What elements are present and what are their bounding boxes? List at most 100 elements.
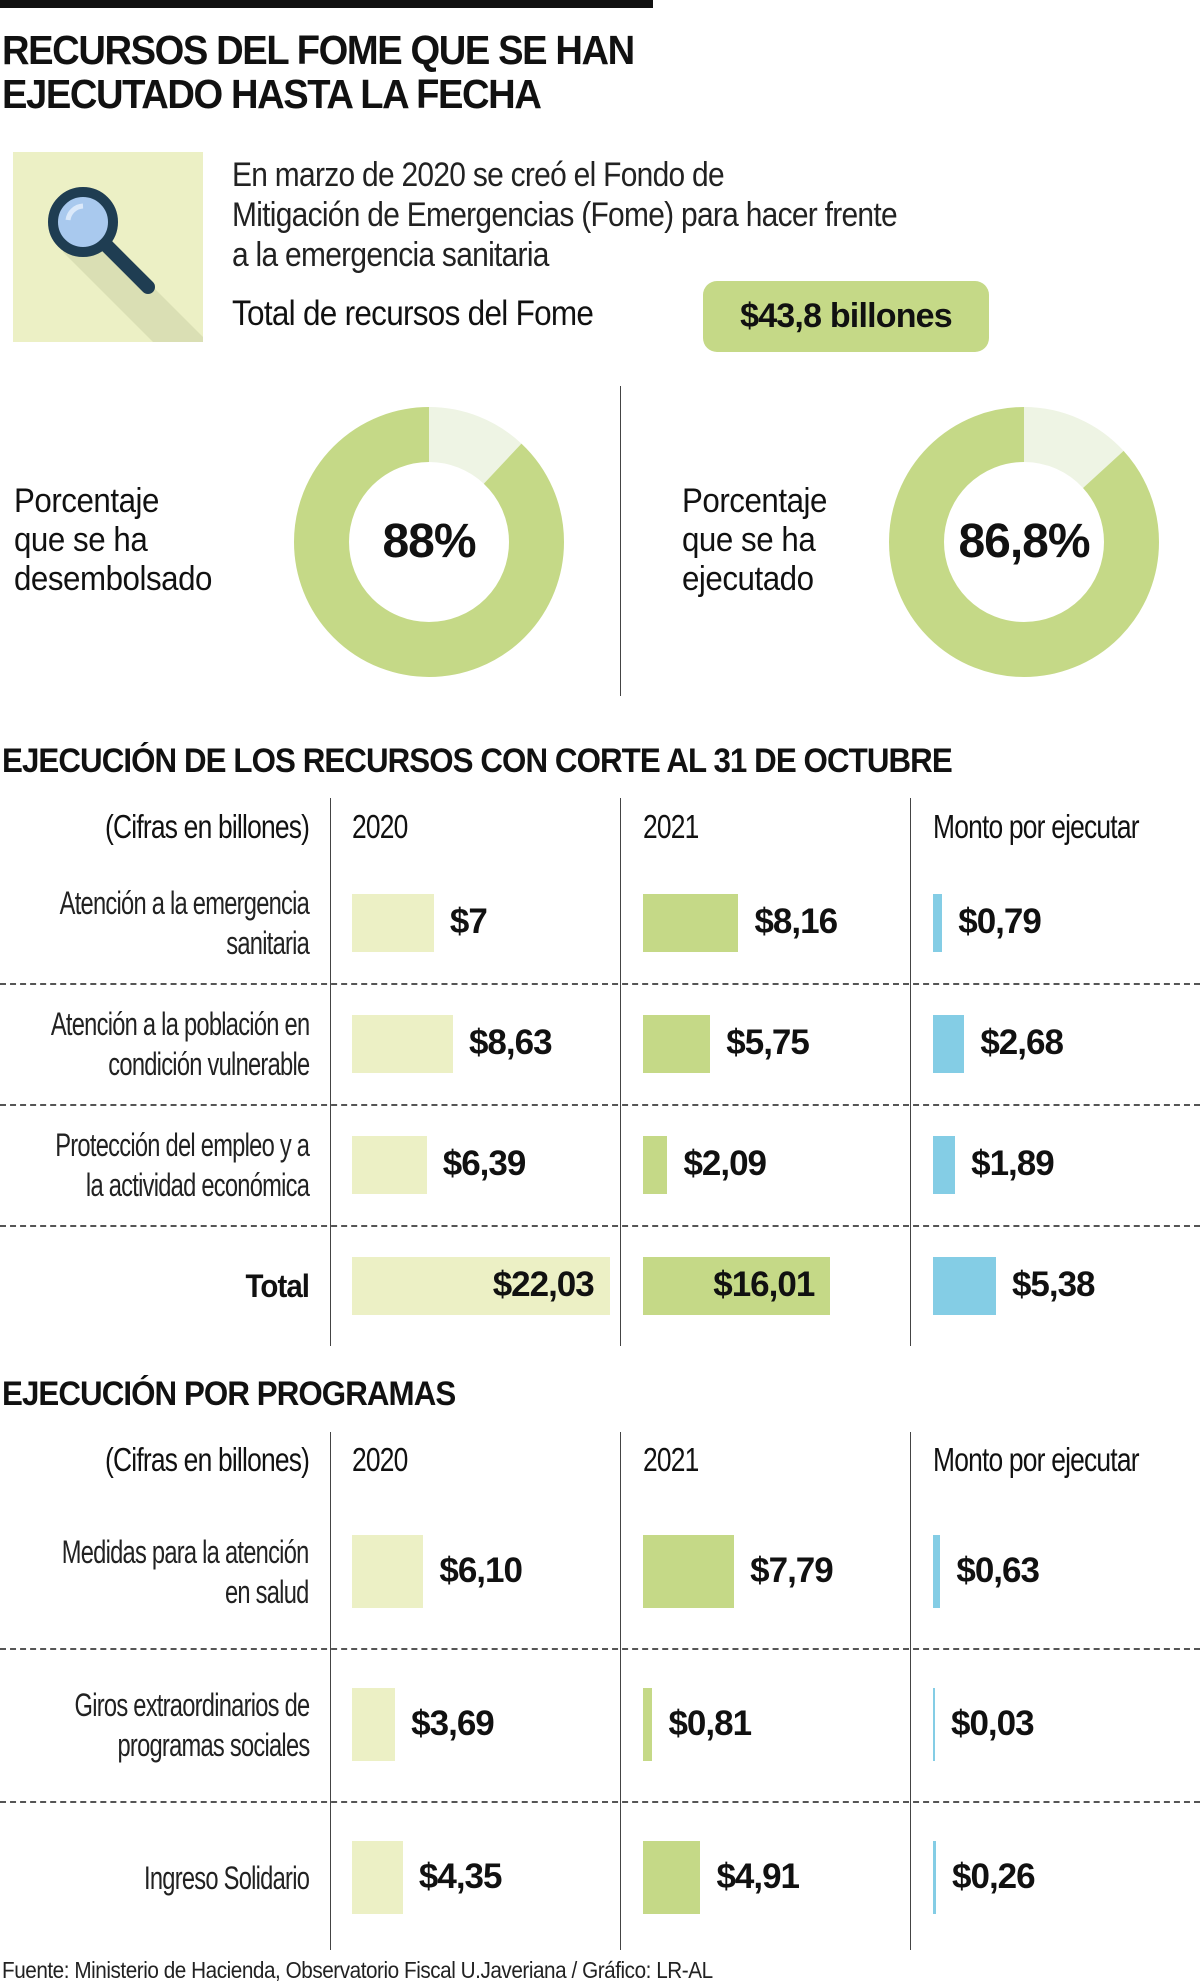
- row-label-line: Atención a la emergencia: [59, 884, 310, 921]
- donut-value-segment: [889, 407, 1159, 677]
- donut-label-line: que se ha: [682, 521, 816, 559]
- column-divider: [910, 798, 911, 1346]
- bar-value-label: $0,79: [958, 901, 1042, 941]
- bar: [352, 1688, 396, 1761]
- row-label-line: Atención a la población en: [50, 1005, 309, 1042]
- row-label: Ingreso Solidario: [143, 1858, 310, 1898]
- donut-label: Porcentaje que se ha desembolsado: [14, 482, 212, 599]
- bar-value-label: $0,63: [956, 1550, 1040, 1590]
- bar-value-label: $4,91: [716, 1856, 800, 1896]
- column-header: 2021: [643, 808, 699, 845]
- bar-value-label: $2,68: [980, 1022, 1064, 1062]
- bar-value-label: $4,35: [418, 1856, 503, 1896]
- bar: [643, 1135, 668, 1194]
- row-label-line: Medidas para la atención: [62, 1533, 310, 1570]
- donut-value: 88%: [382, 515, 476, 568]
- column-divider: [620, 798, 621, 1346]
- bar-value-label: $3,69: [411, 1703, 495, 1743]
- row-separator: [0, 983, 1200, 985]
- row-label-line: programas sociales: [117, 1726, 310, 1763]
- section-title: EJECUCIÓN POR PROGRAMAS: [2, 1375, 456, 1413]
- donut-label-line: Porcentaje: [682, 482, 827, 520]
- bar-value-label: $2,09: [683, 1143, 767, 1183]
- row-label-line: Protección del empleo y a: [55, 1126, 310, 1163]
- donut-value-segment: [294, 407, 564, 677]
- bar: [933, 1256, 996, 1315]
- bar: [933, 1535, 941, 1608]
- bar-value-label: $1,89: [971, 1143, 1055, 1183]
- row-label-line: en salud: [225, 1573, 309, 1610]
- row-label: Medidas para la atención en salud: [62, 1532, 310, 1612]
- column-header: 2020: [352, 808, 408, 845]
- donut-label-line: que se ha: [14, 521, 148, 559]
- row-separator: [0, 1104, 1200, 1106]
- source-footer: Fuente: Ministerio de Hacienda, Observat…: [2, 1957, 713, 1983]
- bar: [643, 1535, 735, 1608]
- bar-value-label: $5,38: [1011, 1264, 1096, 1304]
- title-line-1: RECURSOS DEL FOME QUE SE HAN: [2, 27, 635, 73]
- magnifier-icon: [48, 187, 203, 342]
- intro-line: En marzo de 2020 se creó el Fondo de: [232, 156, 725, 194]
- donut-chart: [889, 407, 1159, 677]
- donut-label: Porcentaje que se ha ejecutado: [682, 482, 827, 599]
- total-resources-label: Total de recursos del Fome: [232, 294, 594, 333]
- bar-value-label: $0,03: [951, 1703, 1035, 1743]
- top-rule: [0, 0, 653, 8]
- bar-value-label: $5,75: [726, 1022, 810, 1062]
- bar: [933, 893, 943, 952]
- bar: [352, 893, 434, 952]
- donut-divider: [620, 386, 621, 696]
- bar: [643, 1841, 701, 1914]
- bar: [933, 1014, 965, 1073]
- row-separator: [0, 1225, 1200, 1227]
- bar: [352, 1135, 427, 1194]
- bar: [933, 1688, 935, 1761]
- row-label: Protección del empleo y a la actividad ec…: [55, 1125, 310, 1205]
- row-label-line: la actividad económica: [85, 1166, 310, 1203]
- donut-chart: [294, 407, 564, 677]
- row-label-line: sanitaria: [226, 924, 310, 961]
- column-header: 2021: [643, 1441, 699, 1478]
- row-label: Total: [245, 1266, 309, 1306]
- bar: [643, 893, 739, 952]
- unit-note: (Cifras en billones): [104, 1441, 310, 1478]
- bar-value-label: $6,39: [442, 1143, 527, 1183]
- column-divider: [910, 1432, 911, 1950]
- bar: [352, 1014, 453, 1073]
- intro-line: Mitigación de Emergencias (Fome) para ha…: [232, 196, 898, 234]
- row-label-line: Ingreso Solidario: [143, 1859, 310, 1896]
- row-label-line: Total: [245, 1267, 309, 1304]
- row-label-line: condición vulnerable: [107, 1045, 310, 1082]
- row-separator: [0, 1648, 1200, 1650]
- column-divider: [330, 798, 331, 1346]
- donut-value: 86,8%: [958, 515, 1090, 568]
- bar: [352, 1256, 610, 1315]
- column-header: 2020: [352, 1441, 408, 1478]
- bar: [643, 1256, 831, 1315]
- section-title: EJECUCIÓN DE LOS RECURSOS CON CORTE AL 3…: [2, 742, 953, 780]
- bar-value-label: $22,03: [492, 1264, 595, 1304]
- bar-value-label: $7,79: [750, 1550, 834, 1590]
- donut-label-line: desembolsado: [14, 560, 212, 598]
- bar-value-label: $16,01: [713, 1264, 815, 1304]
- row-label: Atención a la población en condición vuln…: [50, 1004, 309, 1084]
- column-header: Monto por ejecutar: [933, 808, 1140, 845]
- column-divider: [620, 1432, 621, 1950]
- bar: [933, 1135, 956, 1194]
- bar-value-label: $0,26: [952, 1856, 1036, 1896]
- intro-text: En marzo de 2020 se creó el Fondo de Mit…: [232, 155, 898, 275]
- bar-value-label: $7: [449, 901, 488, 941]
- column-header: Monto por ejecutar: [933, 1441, 1140, 1478]
- magnifier-icon-box: [13, 152, 203, 342]
- bar: [352, 1841, 403, 1914]
- bar-value-label: $8,63: [468, 1022, 553, 1062]
- row-label: Giros extraordinarios de programas social…: [74, 1685, 310, 1765]
- row-label: Atención a la emergencia sanitaria: [59, 883, 310, 963]
- bar: [643, 1014, 711, 1073]
- bar-value-label: $0,81: [668, 1703, 752, 1743]
- page-title: RECURSOS DEL FOME QUE SE HAN EJECUTADO H…: [2, 27, 635, 117]
- bar-value-label: $8,16: [754, 901, 838, 941]
- column-divider: [330, 1432, 331, 1950]
- bar-value-label: $6,10: [439, 1550, 523, 1590]
- title-line-2: EJECUTADO HASTA LA FECHA: [2, 71, 542, 117]
